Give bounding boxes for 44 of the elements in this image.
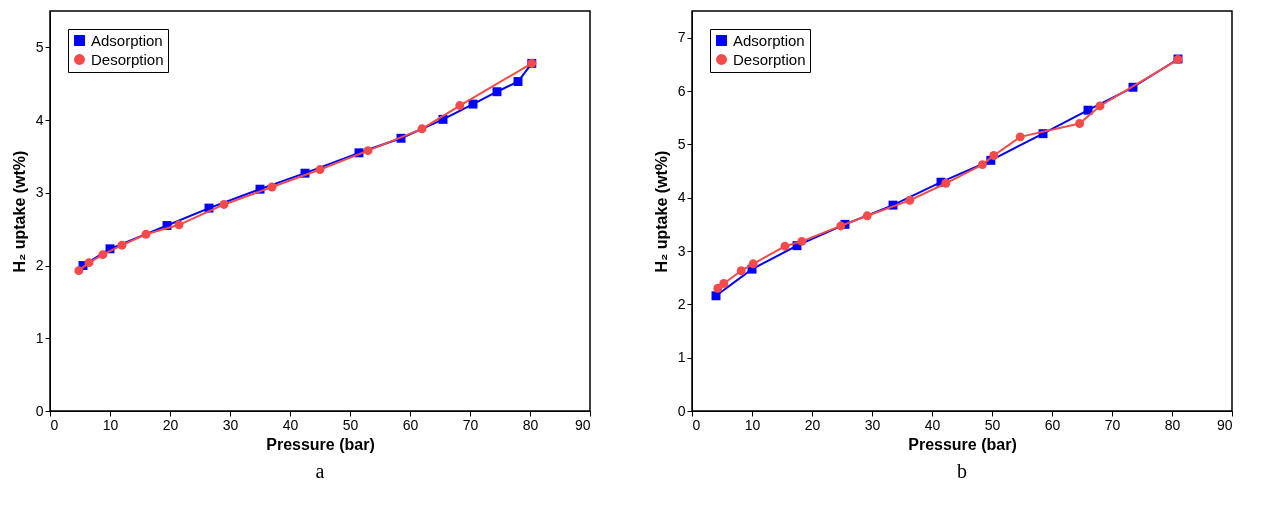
x-tick-label: 10 bbox=[102, 416, 119, 433]
y-tick-label: 2 bbox=[677, 295, 686, 312]
x-axis-title: Pressure (bar) bbox=[908, 435, 1017, 453]
y-tick-label: 0 bbox=[677, 402, 686, 419]
x-tick-label: 90 bbox=[574, 416, 591, 433]
y-tick-label: 1 bbox=[677, 349, 686, 366]
x-tick-label: 30 bbox=[222, 416, 239, 433]
x-tick-label: 40 bbox=[282, 416, 299, 433]
y-tick-label: 0 bbox=[35, 402, 44, 419]
x-tick-label: 70 bbox=[1104, 416, 1121, 433]
x-tick-label: 40 bbox=[924, 416, 941, 433]
x-tick-label: 10 bbox=[744, 416, 761, 433]
text: a bbox=[315, 460, 325, 482]
x-tick-label: 0 bbox=[692, 416, 701, 433]
y-tick-label: 3 bbox=[677, 242, 686, 259]
x-tick-label: 20 bbox=[162, 416, 179, 433]
y-axis-title: H₂ uptake (wt%) bbox=[652, 150, 670, 273]
x-tick-label: 90 bbox=[1216, 416, 1233, 433]
y-tick-label: 3 bbox=[35, 184, 44, 201]
x-tick-label: 70 bbox=[462, 416, 479, 433]
legend-label: Adsorption bbox=[91, 31, 163, 49]
text: b bbox=[957, 460, 967, 482]
y-tick-label: 7 bbox=[677, 29, 686, 46]
x-tick-label: 20 bbox=[804, 416, 821, 433]
x-tick-label: 30 bbox=[864, 416, 881, 433]
y-tick-label: 4 bbox=[35, 111, 44, 128]
y-axis-title: H₂ uptake (wt%) bbox=[10, 150, 28, 273]
x-tick-label: 60 bbox=[1044, 416, 1061, 433]
legend-label: Desorption bbox=[733, 50, 806, 68]
x-tick-label: 80 bbox=[1164, 416, 1181, 433]
y-tick-label: 6 bbox=[677, 82, 686, 99]
y-tick-label: 1 bbox=[35, 329, 44, 346]
y-tick-label: 4 bbox=[677, 189, 686, 206]
y-tick-label: 2 bbox=[35, 257, 44, 274]
x-tick-label: 0 bbox=[50, 416, 59, 433]
legend-label: Adsorption bbox=[733, 31, 805, 49]
y-tick-label: 5 bbox=[35, 38, 44, 55]
legend-label: Desorption bbox=[91, 50, 164, 68]
x-axis-title: Pressure (bar) bbox=[266, 435, 375, 453]
x-tick-label: 60 bbox=[402, 416, 419, 433]
x-tick-label: 50 bbox=[984, 416, 1001, 433]
x-tick-label: 80 bbox=[522, 416, 539, 433]
x-tick-label: 50 bbox=[342, 416, 359, 433]
y-tick-label: 5 bbox=[677, 135, 686, 152]
